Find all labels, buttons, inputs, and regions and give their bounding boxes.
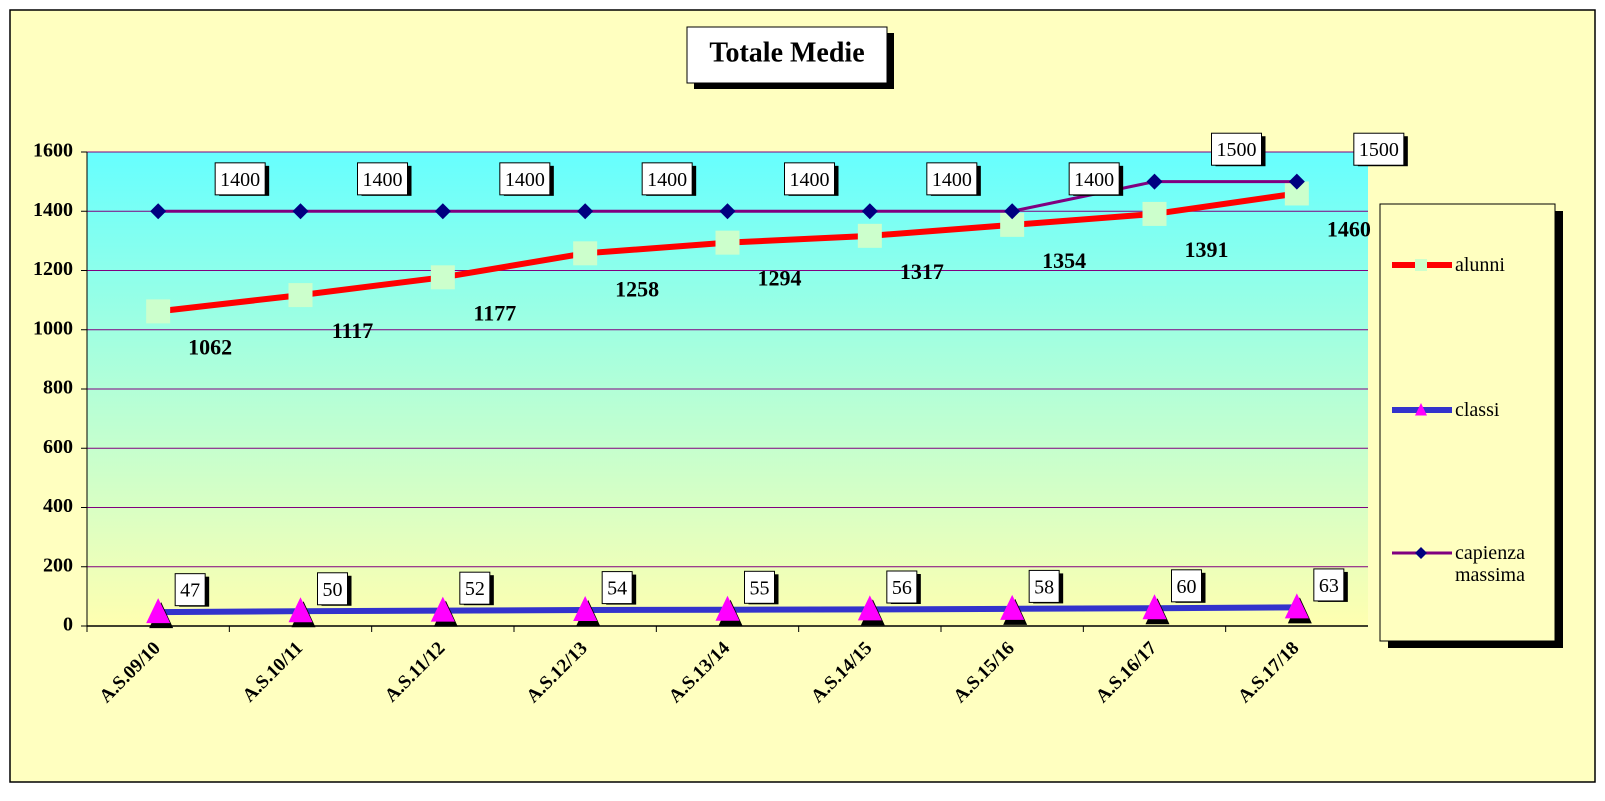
label-box <box>1313 568 1345 602</box>
data-label: 1391 <box>1185 237 1229 262</box>
y-tick-label: 200 <box>43 554 73 576</box>
title-box <box>686 26 888 84</box>
marker <box>1142 594 1167 620</box>
label-box <box>1028 569 1060 603</box>
data-label: 60 <box>1177 576 1197 598</box>
data-label: 50 <box>323 579 343 601</box>
marker <box>288 283 313 308</box>
marker <box>857 595 882 621</box>
legend-symbol <box>1415 403 1427 416</box>
legend-label: alunni <box>1455 254 1505 276</box>
label-box <box>317 572 348 606</box>
marker <box>715 595 740 621</box>
marker <box>434 203 451 220</box>
marker <box>1146 173 1163 190</box>
label-box <box>601 571 633 605</box>
data-label: 63 <box>1319 575 1339 597</box>
y-tick-label: 1600 <box>33 140 73 162</box>
marker <box>1284 593 1309 619</box>
data-label: 1500 <box>1217 139 1257 161</box>
marker <box>430 265 455 290</box>
data-label: 1294 <box>758 266 802 291</box>
marker <box>288 597 313 623</box>
chart-title: Totale Medie <box>709 37 864 68</box>
data-label: 52 <box>465 578 485 600</box>
marker <box>573 241 598 266</box>
label-box <box>459 571 491 605</box>
marker <box>861 203 878 220</box>
label-box <box>1353 132 1405 166</box>
data-label: 47 <box>180 580 200 602</box>
data-label: 1400 <box>790 169 830 191</box>
data-label: 58 <box>1034 576 1054 598</box>
label-box <box>499 162 551 196</box>
data-label: 1500 <box>1359 139 1399 161</box>
data-label: 56 <box>892 577 912 599</box>
y-tick-label: 1400 <box>33 199 73 221</box>
legend-label: capienza massima <box>1455 542 1525 586</box>
marker <box>1004 203 1021 220</box>
y-tick-label: 400 <box>43 495 73 517</box>
marker <box>430 596 455 622</box>
data-label: 1062 <box>188 334 232 359</box>
label-box <box>214 162 266 196</box>
marker <box>146 299 171 324</box>
label-box <box>886 570 918 604</box>
marker <box>577 203 594 220</box>
marker <box>292 203 309 220</box>
data-label: 1400 <box>505 169 545 191</box>
marker <box>150 203 167 220</box>
legend-symbol <box>1415 547 1427 559</box>
y-tick-label: 800 <box>43 377 73 399</box>
data-label: 1354 <box>1042 248 1086 273</box>
label-box <box>641 162 693 196</box>
label-box <box>926 162 978 196</box>
data-label: 1400 <box>1074 169 1114 191</box>
data-label: 1258 <box>615 276 659 301</box>
legend-marker <box>1415 403 1427 416</box>
label-box <box>1211 132 1262 166</box>
label-box <box>744 570 775 604</box>
label-box <box>1068 162 1120 196</box>
label-box <box>174 573 206 607</box>
legend-marker <box>1415 259 1427 271</box>
legend-symbol <box>1415 259 1427 271</box>
data-label: 1400 <box>363 169 403 191</box>
marker <box>1000 594 1025 620</box>
marker <box>146 598 171 624</box>
marker <box>1142 201 1167 226</box>
data-label: 55 <box>750 577 770 599</box>
legend-box <box>1379 203 1556 642</box>
data-label: 54 <box>607 578 627 600</box>
data-label: 1460 <box>1327 217 1371 242</box>
data-label: 1317 <box>900 259 944 284</box>
y-tick-label: 1000 <box>33 317 73 339</box>
marker <box>719 203 736 220</box>
y-tick-label: 0 <box>63 614 73 636</box>
marker <box>573 596 598 622</box>
y-tick-label: 600 <box>43 436 73 458</box>
marker <box>1288 173 1305 190</box>
y-tick-label: 1200 <box>33 258 73 280</box>
data-label: 1117 <box>332 318 374 343</box>
data-label: 1177 <box>473 300 516 325</box>
legend-marker <box>1415 547 1427 559</box>
data-label: 1400 <box>932 169 972 191</box>
data-label: 1400 <box>647 169 687 191</box>
label-box <box>1171 569 1202 603</box>
legend-label: classi <box>1455 399 1500 421</box>
label-box <box>784 162 835 196</box>
label-box <box>357 162 408 196</box>
data-label: 1400 <box>220 169 260 191</box>
marker <box>715 230 740 255</box>
marker <box>857 223 882 248</box>
